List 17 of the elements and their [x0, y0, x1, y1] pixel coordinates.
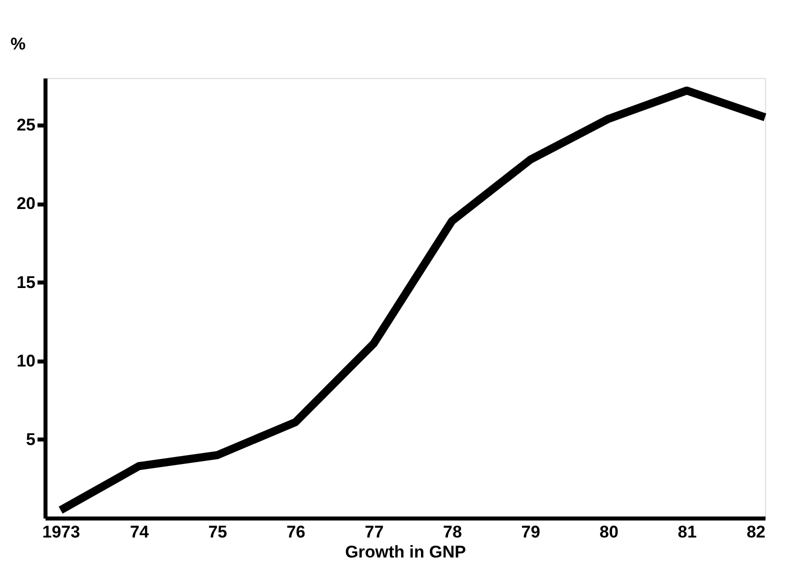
y-tick-label: 5 [26, 430, 36, 449]
x-axis-title: Growth in GNP [345, 542, 466, 562]
x-tick-label: 80 [600, 522, 618, 542]
x-tick-label: 75 [208, 522, 228, 542]
x-tick-label: 74 [130, 522, 150, 542]
y-axis-title: % [10, 34, 26, 54]
x-tick-label: 76 [286, 522, 306, 542]
x-tick-label: 77 [364, 522, 384, 542]
x-tick-label: 81 [678, 522, 697, 542]
y-tick-label: 15 [16, 272, 36, 292]
x-tick-label: 1973 [42, 522, 80, 542]
y-tick-label: 10 [16, 351, 36, 370]
x-tick-label: 82 [746, 522, 766, 542]
x-tick-label: 78 [442, 522, 462, 542]
y-tick-label: 25 [16, 116, 36, 135]
y-tick-label: 20 [16, 194, 36, 214]
x-tick-label: 79 [521, 522, 540, 542]
